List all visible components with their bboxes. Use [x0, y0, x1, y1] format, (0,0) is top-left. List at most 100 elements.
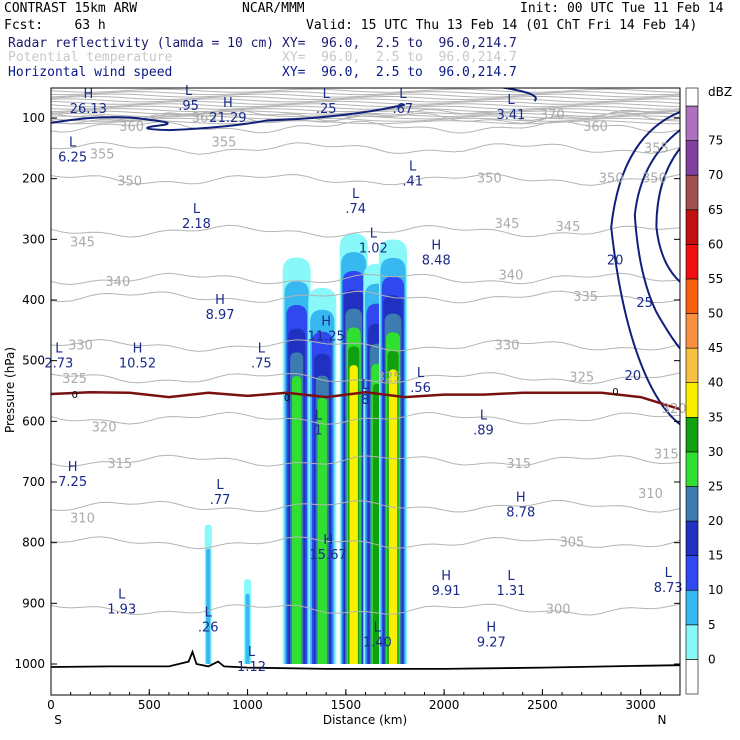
theta-contour-line [51, 88, 680, 93]
theta-contour-line [51, 105, 680, 110]
extremum-value-label: .41 [402, 175, 423, 190]
theta-contour-label: 325 [62, 372, 87, 387]
theta-contour-line [51, 173, 680, 186]
reflectivity-cell-band [292, 376, 302, 664]
extremum-kind-label: H [133, 342, 143, 357]
colorbar-swatch [685, 520, 699, 556]
terrain-line [51, 649, 680, 670]
y-tick-label: 300 [22, 232, 45, 246]
colorbar-unit: dBZ [708, 85, 732, 99]
wind-contour-line [502, 88, 537, 102]
theta-contour-line [51, 95, 680, 101]
x-tick-label: 3000 [625, 698, 656, 712]
y-tick-label: 1000 [14, 657, 45, 671]
extremum-value-label: .95 [178, 99, 199, 114]
theta-contour-line [51, 454, 680, 468]
theta-contour-label: 320 [662, 402, 687, 417]
colorbar-swatch [685, 624, 699, 660]
theta-contour-label: 315 [506, 457, 531, 472]
extremum-value-label: 15.67 [310, 548, 347, 563]
extremum-kind-label: L [216, 478, 224, 493]
x-tick-label: 2500 [527, 698, 558, 712]
colorbar-level-label: 30 [708, 445, 723, 459]
extremum-value-label: 1.31 [496, 584, 525, 599]
reflectivity-cell-band [206, 548, 211, 664]
theta-contour-line [51, 100, 680, 105]
theta-contour-line [51, 103, 680, 108]
extremum-value-label: .67 [393, 102, 414, 117]
extremum-kind-label: L [118, 587, 126, 602]
extremum-kind-label: L [507, 569, 515, 584]
theta-contour-line [51, 224, 680, 238]
field2-xy: XY= 96.0, 2.5 to 96.0,214.7 [282, 50, 517, 65]
reflectivity-cell-band [349, 365, 358, 664]
theta-contour-line [51, 290, 680, 304]
org-label: NCAR/MMM [242, 1, 305, 16]
freezing-level-label: 0 [612, 387, 618, 398]
extremum-value-label: 11.25 [308, 329, 345, 344]
extremum-value-label: .75 [251, 357, 272, 372]
field3-xy: XY= 96.0, 2.5 to 96.0,214.7 [282, 65, 517, 80]
extremum-kind-label: H [323, 533, 333, 548]
extremum-kind-label: L [362, 378, 370, 393]
colorbar-swatch [685, 105, 699, 141]
y-axis-label: Pressure (hPa) [3, 347, 17, 433]
theta-contour-label: 305 [559, 536, 584, 551]
extremum-value-label: .25 [316, 102, 337, 117]
wind-contour-label: 25 [636, 296, 653, 311]
wind-contours [51, 88, 680, 426]
theta-contour-label: 350 [477, 172, 502, 187]
y-tick-label: 600 [22, 414, 45, 428]
extremum-value-label: 21.29 [209, 111, 246, 126]
reflectivity-cell-band [388, 369, 398, 664]
colorbar-swatch [685, 555, 699, 591]
extremum-kind-label: L [69, 135, 77, 150]
theta-contour-label: 330 [495, 339, 520, 354]
theta-contour-label: 345 [556, 220, 581, 235]
y-tick-label: 100 [22, 111, 45, 125]
y-tick-label: 400 [22, 293, 45, 307]
colorbar-swatch [685, 174, 699, 211]
field3-title: Horizontal wind speed [8, 65, 173, 80]
field1-title: Radar reflectivity (lamda = 10 cm) [8, 36, 275, 51]
colorbar-level-label: 45 [708, 341, 723, 355]
x-tick-label: 1000 [232, 698, 263, 712]
extremum-value-label: 8.48 [422, 254, 451, 269]
theta-contour-label: 350 [642, 172, 667, 187]
theta-contour-label: 365 [192, 111, 217, 126]
theta-contour-line [51, 91, 680, 96]
extremum-kind-label: L [399, 87, 407, 102]
extremum-kind-label: H [441, 569, 451, 584]
model-title: CONTRAST 15km ARW [4, 1, 138, 16]
theta-contour-line [51, 411, 680, 425]
theta-contour-label: 310 [638, 487, 663, 502]
extremum-kind-label: H [431, 239, 441, 254]
colorbar-level-label: 10 [708, 583, 723, 597]
wind-contour-line [655, 147, 680, 283]
init-time: Init: 00 UTC Tue 11 Feb 14 [520, 1, 724, 16]
extremum-value-label: .77 [210, 493, 231, 508]
extremum-value-label: 10.52 [119, 357, 156, 372]
theta-contour-line [51, 272, 680, 286]
colorbar-level-label: 35 [708, 410, 723, 424]
field2-title: Potential temperature [8, 50, 173, 65]
extremum-value-label: 9.27 [477, 636, 506, 651]
freezing-level-label: 0 [284, 393, 290, 404]
extremum-kind-label: L [352, 187, 360, 202]
extremum-value-label: 2.18 [182, 217, 211, 232]
forecast-hour: Fcst: 63 h [4, 18, 106, 33]
theta-contour-line [51, 338, 680, 352]
colorbar-level-label: 65 [708, 203, 723, 217]
theta-contour-line [51, 117, 680, 122]
theta-contour-label: 360 [119, 120, 144, 135]
axes: 0 500 1000 1500 2000 2500 30001002003004005006… [14, 111, 680, 712]
theta-contour-label: 355 [90, 147, 115, 162]
theta-contour-label: 355 [644, 141, 669, 156]
theta-contour-label: 340 [499, 269, 524, 284]
theta-contour-line [51, 536, 680, 550]
x-tick-label: 500 [138, 698, 161, 712]
colorbar-swatch [685, 659, 699, 695]
colorbar-level-label: 0 [708, 652, 716, 666]
extremum-kind-label: L [55, 342, 63, 357]
